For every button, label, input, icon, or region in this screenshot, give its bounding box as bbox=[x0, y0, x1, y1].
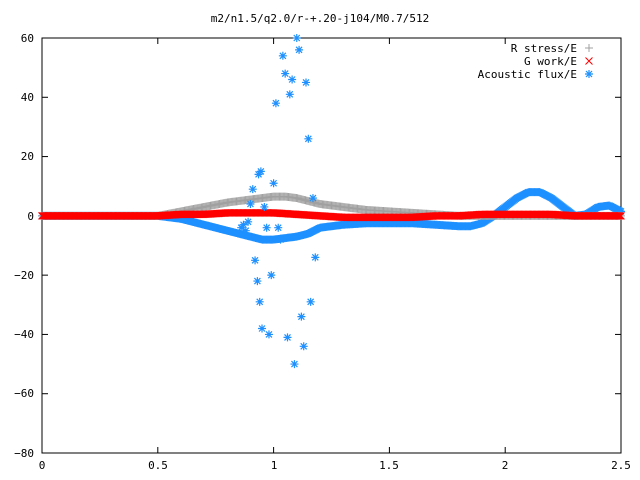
data-point bbox=[266, 270, 276, 280]
x-tick-label: 0.5 bbox=[148, 459, 168, 472]
data-point bbox=[241, 226, 251, 236]
legend-marker-cross-icon bbox=[585, 57, 593, 65]
chart-title: m2/n1.5/q2.0/r-+.20-j104/M0.7/512 bbox=[211, 12, 430, 25]
data-point bbox=[278, 51, 288, 61]
data-point bbox=[259, 202, 269, 212]
data-point bbox=[248, 184, 258, 194]
plot-frame bbox=[41, 37, 622, 454]
data-point bbox=[294, 45, 304, 55]
y-tick-label: −80 bbox=[14, 447, 34, 460]
x-tick-label: 1 bbox=[271, 459, 278, 472]
legend: R stress/E G work/E Acoustic flux/E bbox=[478, 42, 594, 81]
x-tick-label: 0 bbox=[39, 459, 46, 472]
data-point bbox=[292, 33, 302, 43]
data-point bbox=[245, 199, 256, 209]
data-point bbox=[273, 223, 283, 233]
legend-label-acoustic-flux: Acoustic flux/E bbox=[478, 68, 577, 81]
data-point bbox=[262, 223, 272, 233]
y-tick-label: −40 bbox=[14, 328, 34, 341]
y-tick-label: 20 bbox=[21, 150, 34, 163]
data-point bbox=[310, 252, 320, 262]
data-point bbox=[285, 89, 295, 99]
data-point bbox=[257, 323, 267, 334]
x-axis: 0 0.5 1 1.5 2 2.5 bbox=[39, 459, 631, 472]
plot-area bbox=[37, 33, 626, 369]
data-point bbox=[296, 312, 306, 322]
x-tick-label: 2.5 bbox=[611, 459, 631, 472]
data-point bbox=[271, 98, 281, 108]
y-tick-label: −20 bbox=[14, 269, 34, 282]
data-point bbox=[264, 329, 274, 340]
data-point bbox=[303, 134, 313, 144]
x-tick-label: 1.5 bbox=[379, 459, 399, 472]
data-point bbox=[256, 166, 266, 176]
data-point bbox=[308, 193, 318, 203]
y-axis: 60 40 20 0 −20 −40 −60 −80 bbox=[14, 32, 34, 460]
legend-label-g-work: G work/E bbox=[524, 55, 577, 68]
legend-marker-plus-icon bbox=[584, 43, 594, 53]
data-point bbox=[306, 297, 316, 307]
tick-marks bbox=[41, 37, 622, 454]
data-point bbox=[243, 217, 253, 227]
data-point bbox=[269, 178, 279, 188]
data-point bbox=[289, 359, 300, 369]
data-point bbox=[299, 341, 309, 351]
data-point bbox=[255, 297, 265, 307]
data-point bbox=[301, 77, 311, 88]
data-point bbox=[252, 276, 262, 286]
legend-marker-star-icon bbox=[584, 69, 594, 79]
data-point bbox=[275, 234, 286, 245]
x-tick-label: 2 bbox=[502, 459, 509, 472]
data-point bbox=[287, 74, 297, 85]
y-tick-label: 0 bbox=[27, 210, 34, 223]
legend-label-r-stress: R stress/E bbox=[511, 42, 577, 55]
data-point bbox=[282, 332, 293, 342]
data-point bbox=[250, 255, 260, 265]
y-tick-label: 60 bbox=[21, 32, 34, 45]
y-tick-label: −60 bbox=[14, 387, 34, 400]
y-tick-label: 40 bbox=[21, 91, 34, 104]
data-point bbox=[280, 68, 290, 79]
